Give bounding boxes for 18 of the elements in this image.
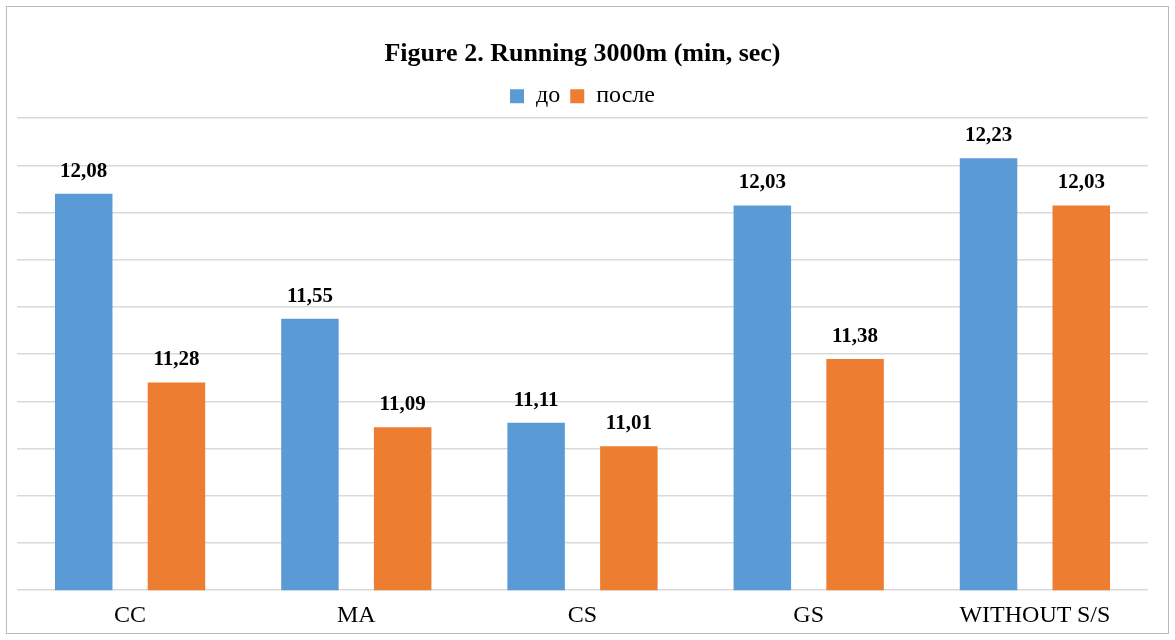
data-label: 11,11 (513, 386, 559, 411)
data-label: 12,08 (60, 157, 108, 182)
data-label: 11,38 (832, 322, 879, 347)
data-label: 12,03 (738, 169, 786, 194)
x-tick-label: WITHOUT S/S (959, 600, 1111, 627)
x-tick-label: CS (567, 600, 598, 627)
x-tick-label: MA (336, 600, 377, 627)
data-label: 12,03 (1057, 169, 1105, 194)
data-label: 11,28 (153, 346, 200, 371)
data-label: 11,01 (605, 410, 652, 435)
data-label: 11,55 (286, 282, 333, 307)
legend-label: до (536, 81, 561, 108)
legend-label: после (596, 81, 655, 108)
data-label: 11,09 (379, 391, 426, 416)
chart-title: Figure 2. Running 3000m (min, sec) (384, 38, 781, 68)
data-label: 12,23 (964, 122, 1013, 147)
x-tick-label: CC (114, 600, 147, 627)
x-tick-label: GS (793, 600, 825, 627)
